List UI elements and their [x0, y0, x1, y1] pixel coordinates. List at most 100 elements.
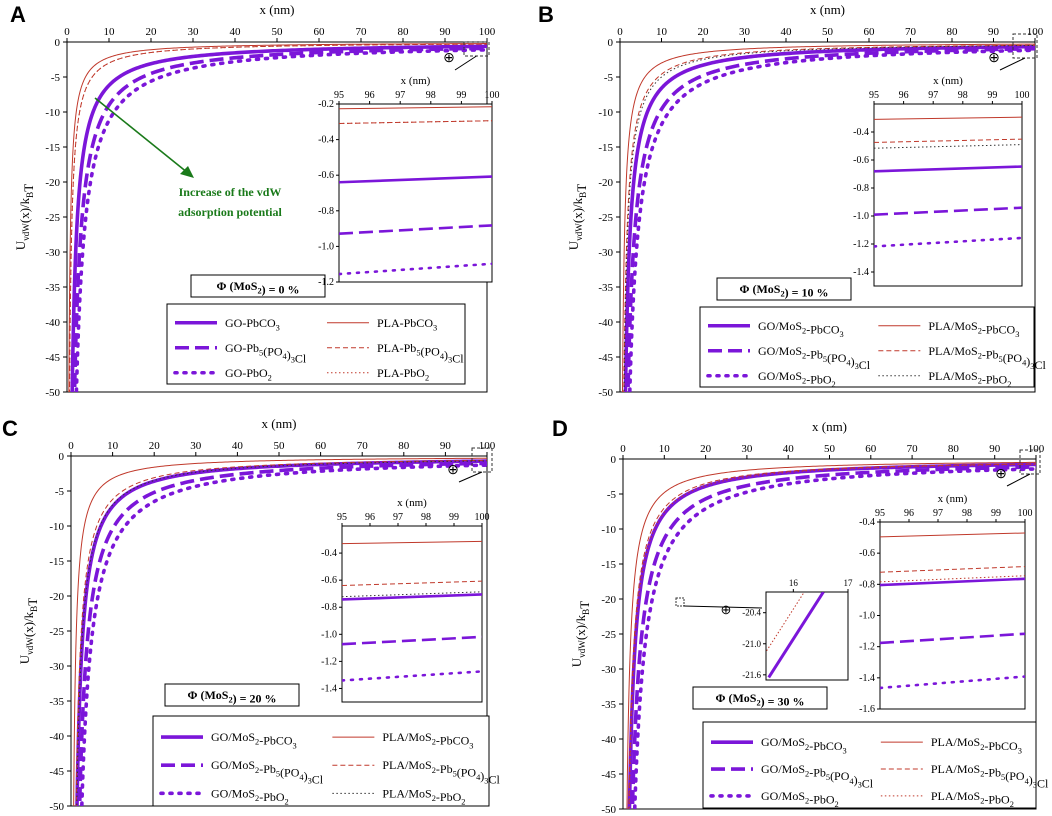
legend-label: GO/MoS2-PbO2 — [211, 786, 289, 806]
zoom-icon: ⊕ — [995, 467, 1007, 482]
x-tick-label: 0 — [620, 443, 626, 455]
panel-letter: B — [538, 2, 554, 27]
inset-x-tick-label: 99 — [456, 90, 466, 101]
series-line — [627, 48, 1035, 392]
x-tick-label: 80 — [398, 26, 410, 38]
y-tick-label: -50 — [601, 804, 616, 816]
y-tick-label: -25 — [598, 212, 613, 224]
inset-x-tick-label: 99 — [449, 512, 459, 523]
legend-label: GO/MoS2-PbCO3 — [758, 319, 844, 339]
y-tick-label: -15 — [601, 559, 616, 571]
panel-letter: D — [552, 416, 568, 441]
y-tick-label: -20 — [45, 177, 60, 189]
inset-x-tick-label: 97 — [395, 90, 405, 101]
series-line — [68, 43, 487, 392]
inset2-panel: ⊕ 16 17 -20.4 -21.0 -21.6 — [675, 578, 853, 681]
x-tick-label: 20 — [700, 443, 712, 455]
x-tick-label: 0 — [68, 440, 74, 452]
inset-y-tick-label: -0.6 — [318, 170, 334, 181]
chart-panel-D: D 0 10 20 30 40 50 60 70 80 90 100 x (nm) 0 -5 -10 -15 -2… — [552, 416, 1049, 816]
x-tick-label: 50 — [274, 440, 286, 452]
series-line — [69, 43, 487, 392]
y-axis-title: UvdW(x)/kBT — [569, 601, 592, 667]
x-tick-label: 0 — [617, 26, 623, 38]
phi-label-box — [164, 683, 300, 707]
inset-x-axis-title: x (nm) — [933, 75, 963, 87]
phi-label-box — [190, 274, 326, 298]
panel-letter: C — [2, 416, 18, 441]
legend-label: GO/MoS2-PbCO3 — [761, 735, 847, 755]
inset-x-tick-label: 99 — [991, 508, 1001, 519]
series-group — [621, 43, 1035, 392]
inset-panel: 95 96 97 98 99 100 x (nm) -0.4 -0.6 -0.8 -1.0 -1.2 -… — [321, 497, 490, 703]
inset-x-axis-title: x (nm) — [401, 75, 431, 87]
legend-label: PLA/MoS2-PbO2 — [928, 369, 1011, 389]
inset-frame — [338, 103, 493, 283]
zoom-icon: ⊕ — [988, 51, 1000, 66]
legend: GO/MoS2-PbCO3 GO/MoS2-Pb5(PO4)3ClGO/MoS2-… — [699, 306, 1046, 389]
chart-panel-A: A 0 10 20 30 40 50 60 70 80 90 100 x (nm) 0 -5 -10 -15 -2… — [10, 2, 500, 399]
x-tick-label: 100 — [479, 440, 496, 452]
inset-panel: 95 96 97 98 99 100 x (nm) -0.2 -0.4 -0.6 -0.8 -1.0 -… — [318, 75, 499, 288]
x-axis-title: x (nm) — [259, 2, 294, 17]
x-tick-label: 60 — [864, 26, 876, 38]
inset-y-tick-label: -1.2 — [853, 239, 869, 250]
x-tick-label: 60 — [865, 443, 877, 455]
legend-frame — [152, 715, 490, 807]
inset-series-line — [342, 580, 482, 587]
chart-panel-B: B 0 10 20 30 40 50 60 70 80 90 100 x (nm) 0 -5 -10 -15 -2… — [538, 2, 1046, 399]
legend-label: PLA/MoS2-PbO2 — [382, 786, 465, 806]
y-tick-label: -40 — [45, 317, 60, 329]
inset-y-tick-label: -1.6 — [859, 704, 875, 715]
legend-label: PLA/MoS2-PbCO3 — [928, 319, 1019, 339]
y-tick-label: -30 — [601, 664, 616, 676]
inset-x-tick-label: 98 — [962, 508, 972, 519]
x-tick-label: 40 — [781, 26, 793, 38]
inset-series-line — [880, 532, 1025, 538]
y-tick-label: -30 — [45, 247, 60, 259]
inset-series-group — [342, 540, 482, 682]
inset-x-tick-label: 96 — [904, 508, 914, 519]
x-tick-label: 70 — [356, 26, 368, 38]
inset-y-tick-label: -0.8 — [321, 602, 337, 613]
series-group — [626, 461, 1036, 809]
series-line — [623, 44, 1035, 392]
x-tick-label: 10 — [659, 443, 671, 455]
inset-series-line — [339, 120, 492, 124]
y-tick-label: -35 — [49, 696, 64, 708]
inset-series-line — [874, 236, 1022, 248]
y-tick-label: -30 — [598, 247, 613, 259]
legend-label: PLA-PbCO3 — [377, 316, 437, 333]
inset2-x-tick-label: 16 — [789, 578, 799, 588]
annotation-arrowhead — [180, 166, 194, 178]
x-axis-title: x (nm) — [810, 2, 845, 17]
legend-label: PLA-PbO2 — [377, 366, 429, 383]
inset-y-tick-label: -1.0 — [318, 241, 334, 252]
x-tick-label: 40 — [232, 440, 244, 452]
x-tick-label: 70 — [357, 440, 369, 452]
legend-label: GO-Pb5(PO4)3Cl — [225, 341, 307, 366]
y-tick-label: 0 — [608, 37, 614, 49]
y-tick-label: -45 — [598, 352, 613, 364]
x-tick-label: 30 — [190, 440, 202, 452]
inset-series-line — [342, 670, 482, 682]
y-tick-label: -40 — [49, 731, 64, 743]
legend-frame — [702, 721, 1037, 809]
y-tick-label: -10 — [45, 107, 60, 119]
series-group — [73, 457, 487, 806]
chart-panel-C: C 0 10 20 30 40 50 60 70 80 90 100 x (nm) 0 -5 -10 -15 -2… — [2, 416, 500, 813]
inset-x-tick-label: 96 — [365, 512, 375, 523]
y-tick-label: -40 — [598, 317, 613, 329]
inset2-y-tick-label: -21.0 — [742, 639, 761, 649]
x-tick-label: 20 — [146, 26, 158, 38]
series-line — [70, 44, 487, 392]
x-tick-label: 90 — [989, 443, 1001, 455]
y-tick-label: -5 — [51, 72, 61, 84]
inset-series-line — [874, 138, 1022, 143]
y-axis-title: UvdW(x)/kBT — [566, 184, 589, 250]
series-line — [73, 457, 487, 806]
inset-x-tick-label: 98 — [426, 90, 436, 101]
y-tick-label: -25 — [601, 629, 616, 641]
panel-letter: A — [10, 2, 26, 27]
